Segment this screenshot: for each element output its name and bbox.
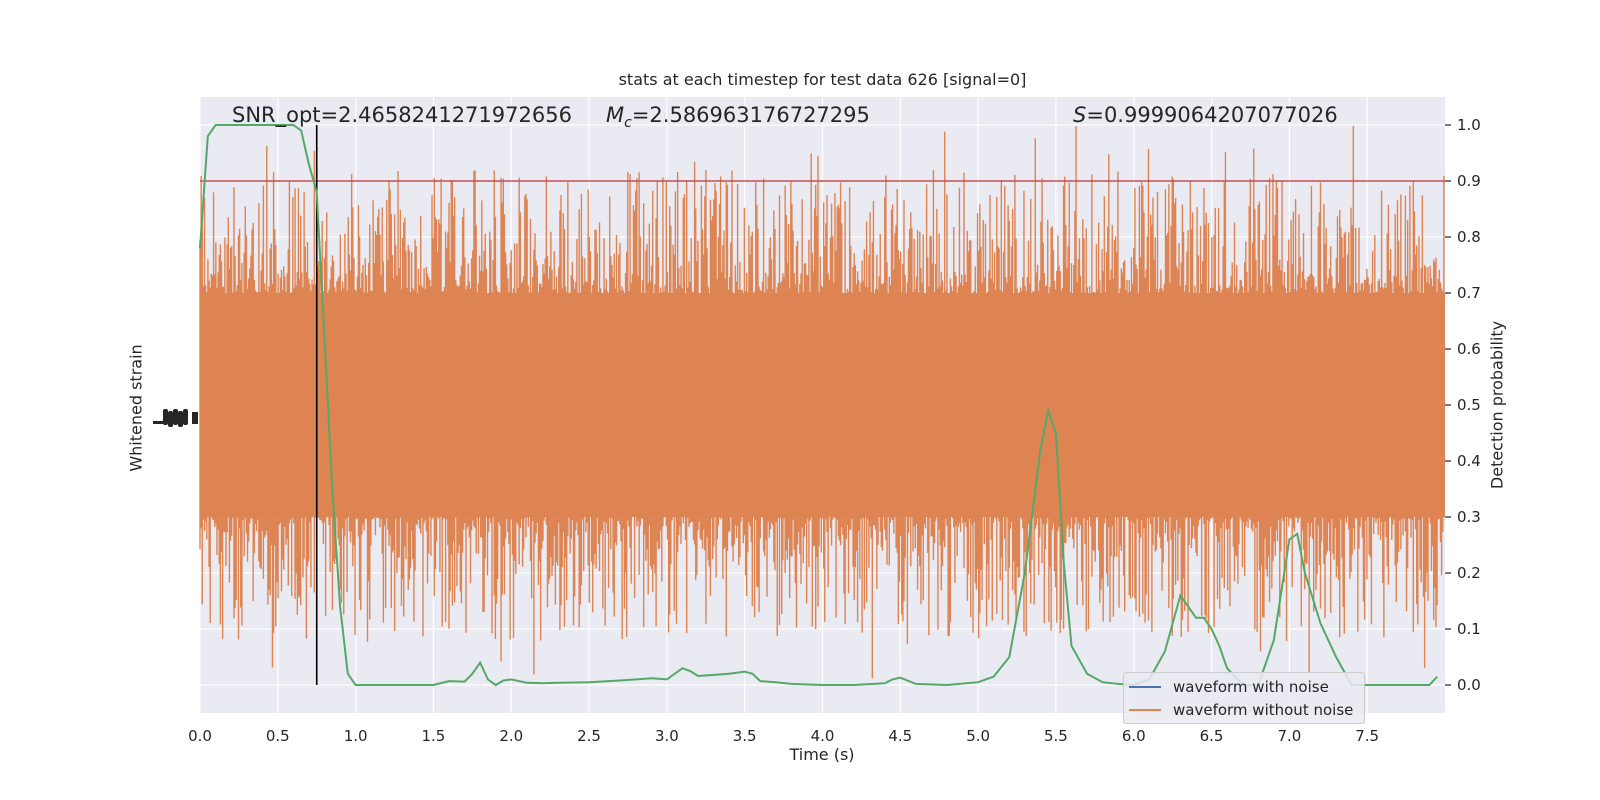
x-tick-label: 4.0 [811,727,835,745]
chart-title: stats at each timestep for test data 626… [618,70,1027,89]
x-tick-label: 3.5 [733,727,757,745]
legend-entry-without-noise: waveform without noise [1124,699,1353,721]
left-tick-glyph [168,411,173,427]
x-tick-label: 2.0 [499,727,523,745]
x-tick-label: 5.0 [966,727,990,745]
x-tick-label: 0.5 [266,727,290,745]
left-tick-block [192,412,198,424]
right-tick-label: 0.8 [1457,228,1481,246]
x-tick-label: 0.0 [188,727,212,745]
detection-probability-line [199,124,1438,687]
right-tick-label: 0.1 [1457,620,1481,638]
x-tick-label: 7.0 [1277,727,1301,745]
chirp-mass-subscript: c [624,115,632,132]
legend-swatch-without-noise [1129,709,1161,711]
right-tick-label: 0.3 [1457,508,1481,526]
chirp-mass-symbol: M [606,103,625,127]
right-tick-label: 0.5 [1457,396,1481,414]
x-tick-label: 3.0 [655,727,679,745]
right-tick-label: 0.2 [1457,564,1481,582]
right-tick-label: 0.4 [1457,452,1481,470]
right-tick-label: 0.0 [1457,676,1481,694]
left-axis-label: Whitened strain [126,344,146,472]
legend-entry-with-noise: waveform with noise [1124,676,1329,698]
right-tick-label: 0.7 [1457,284,1481,302]
x-tick-label: 4.5 [888,727,912,745]
x-tick-label: 2.5 [577,727,601,745]
right-tick-label: 1.0 [1457,116,1481,134]
right-axis-label: Detection probability [1487,320,1507,490]
x-axis-label: Time (s) [789,745,855,764]
left-tick-dash [153,421,167,424]
left-axis-tick-marks [153,409,198,427]
legend-label-with-noise: waveform with noise [1173,678,1329,696]
s-symbol: S [1073,103,1087,127]
legend: waveform with noise waveform without noi… [1123,672,1365,724]
x-tick-label: 6.0 [1122,727,1146,745]
s-annotation: S=0.9999064207077026 [1073,103,1338,127]
x-tick-label: 5.5 [1044,727,1068,745]
x-tick-label: 6.5 [1200,727,1224,745]
right-tick-label: 0.6 [1457,340,1481,358]
snr-annotation: SNR_opt=2.4658241271972656 [232,103,572,127]
x-tick-label: 7.5 [1355,727,1379,745]
chirp-mass-value: =2.586963176727295 [631,103,870,127]
right-tick-label: 0.9 [1457,172,1481,190]
legend-label-without-noise: waveform without noise [1173,701,1354,719]
s-value: =0.9999064207077026 [1086,103,1338,127]
left-tick-glyph [173,409,178,425]
x-tick-label: 1.5 [422,727,446,745]
chirp-mass-annotation: Mc=2.586963176727295 [606,103,870,131]
legend-swatch-with-noise [1129,686,1161,688]
left-tick-glyph [183,409,188,425]
left-tick-glyph [178,411,183,427]
waveform-without-noise-series [199,125,1445,679]
axis-ticks: 0.0 0.5 1.0 1.5 2.0 2.5 3.0 3.5 4.0 4.5 5.0 5.5 6.0 6… [188,116,1481,745]
x-tick-label: 1.0 [344,727,368,745]
